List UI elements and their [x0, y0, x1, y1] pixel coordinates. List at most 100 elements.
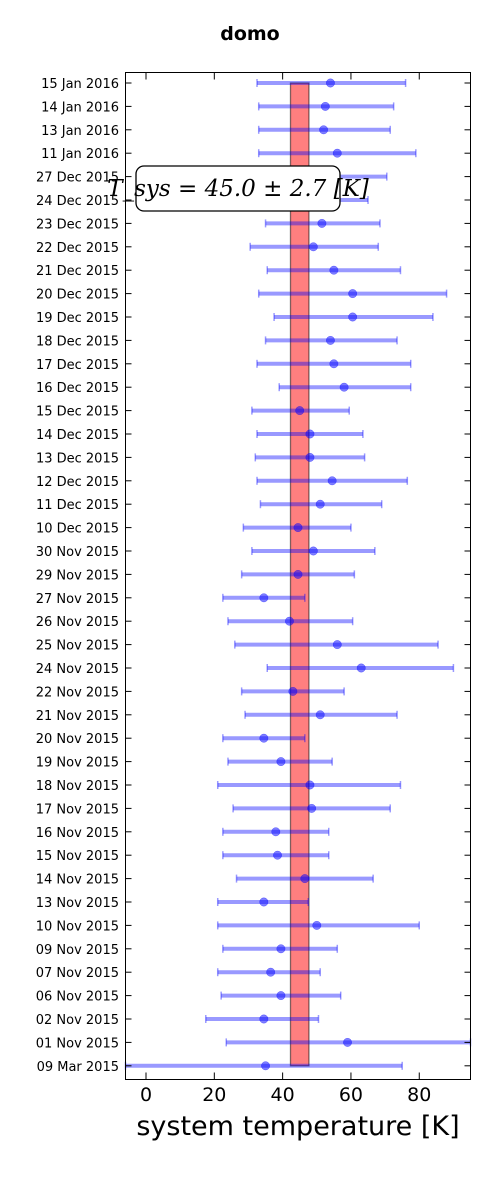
y-tick-label: 26 Nov 2015 [36, 615, 119, 630]
data-point [271, 827, 281, 837]
data-point [332, 148, 342, 158]
data-point [356, 663, 366, 673]
y-tick-label: 09 Mar 2015 [37, 1060, 119, 1075]
y-tick-label: 20 Nov 2015 [36, 732, 119, 747]
annotation-text: T_sys = 45.0 ± 2.7 [K] [107, 176, 368, 202]
data-point [259, 593, 269, 603]
y-tick-label: 24 Nov 2015 [36, 662, 119, 677]
y-tick-label: 17 Nov 2015 [36, 802, 119, 817]
data-point [259, 897, 269, 907]
x-tick-label: 80 [407, 1084, 431, 1106]
y-tick-label: 20 Dec 2015 [36, 288, 119, 303]
y-tick-label: 02 Nov 2015 [36, 1013, 119, 1028]
y-tick-layer: 15 Jan 2016 14 Jan 2016 13 Jan 2016 11 Jan … [36, 77, 471, 1075]
data-row [259, 499, 383, 509]
data-point [327, 476, 337, 486]
data-row [227, 616, 354, 626]
y-tick-label: 01 Nov 2015 [36, 1036, 119, 1051]
data-row [240, 569, 356, 579]
data-row [249, 242, 380, 252]
data-row [216, 967, 321, 977]
data-row [124, 1061, 403, 1071]
data-point [348, 289, 358, 299]
y-tick-label: 21 Dec 2015 [36, 264, 119, 279]
data-row [222, 593, 306, 603]
data-point [288, 686, 298, 696]
data-row [220, 991, 342, 1001]
data-row [254, 452, 366, 462]
data-point [276, 991, 286, 1001]
data-row [222, 827, 330, 837]
annotation-box: T_sys = 45.0 ± 2.7 [K] [107, 165, 369, 212]
data-point [295, 406, 305, 416]
data-row [251, 406, 350, 416]
y-tick-label: 18 Dec 2015 [36, 334, 119, 349]
data-point [293, 523, 303, 533]
data-row [257, 125, 391, 135]
data-point [348, 312, 358, 322]
data-row [216, 897, 309, 907]
data-point [320, 101, 330, 111]
data-row [256, 429, 364, 439]
data-point [315, 499, 325, 509]
data-row [244, 710, 398, 720]
data-point [305, 780, 315, 790]
chart-title: domo [220, 23, 280, 45]
y-tick-label: 22 Dec 2015 [36, 241, 119, 256]
data-row [257, 101, 395, 111]
data-row [264, 335, 398, 345]
x-axis-label: system temperature [K] [136, 1111, 459, 1142]
y-tick-label: 30 Nov 2015 [36, 545, 119, 560]
data-point [319, 125, 329, 135]
y-tick-label: 15 Nov 2015 [36, 849, 119, 864]
x-tick-label: 40 [271, 1084, 295, 1106]
y-tick-label: 13 Jan 2016 [41, 124, 119, 139]
data-row [222, 850, 330, 860]
data-row [240, 686, 345, 696]
data-point [329, 265, 339, 275]
data-row [222, 733, 306, 743]
data-point [329, 359, 339, 369]
data-row [266, 663, 455, 673]
data-point [305, 452, 315, 462]
y-tick-label: 10 Nov 2015 [36, 919, 119, 934]
y-tick-label: 06 Nov 2015 [36, 990, 119, 1005]
x-tick-layer: 0 20 40 60 80 [140, 72, 431, 1106]
data-layer [124, 78, 472, 1071]
data-row [222, 944, 339, 954]
y-tick-label: 24 Dec 2015 [36, 194, 119, 209]
data-point [317, 218, 327, 228]
data-row [278, 382, 412, 392]
data-point [307, 803, 317, 813]
y-tick-label: 23 Dec 2015 [36, 217, 119, 232]
data-row [273, 312, 434, 322]
y-tick-label: 19 Dec 2015 [36, 311, 119, 326]
y-tick-label: 16 Dec 2015 [36, 381, 119, 396]
data-row [232, 803, 391, 813]
y-tick-label: 11 Jan 2016 [41, 147, 119, 162]
data-row [256, 359, 412, 369]
data-point [259, 1014, 269, 1024]
y-tick-label: 12 Dec 2015 [36, 475, 119, 490]
data-point [276, 757, 286, 767]
data-point [326, 335, 335, 345]
data-row [216, 780, 402, 790]
data-point [343, 1037, 352, 1047]
data-point [305, 429, 315, 439]
data-row [235, 874, 374, 884]
data-row [225, 1037, 472, 1047]
y-tick-label: 14 Dec 2015 [36, 428, 119, 443]
data-row [264, 218, 381, 228]
y-tick-label: 15 Dec 2015 [36, 405, 119, 420]
data-row [266, 265, 402, 275]
data-row [251, 546, 376, 556]
data-row [256, 476, 409, 486]
y-tick-label: 21 Nov 2015 [36, 709, 119, 724]
y-tick-label: 07 Nov 2015 [36, 966, 119, 981]
y-tick-label: 13 Nov 2015 [36, 896, 119, 911]
data-point [339, 382, 349, 392]
data-row [256, 78, 407, 88]
data-point [261, 1061, 270, 1071]
y-tick-label: 29 Nov 2015 [36, 568, 119, 583]
